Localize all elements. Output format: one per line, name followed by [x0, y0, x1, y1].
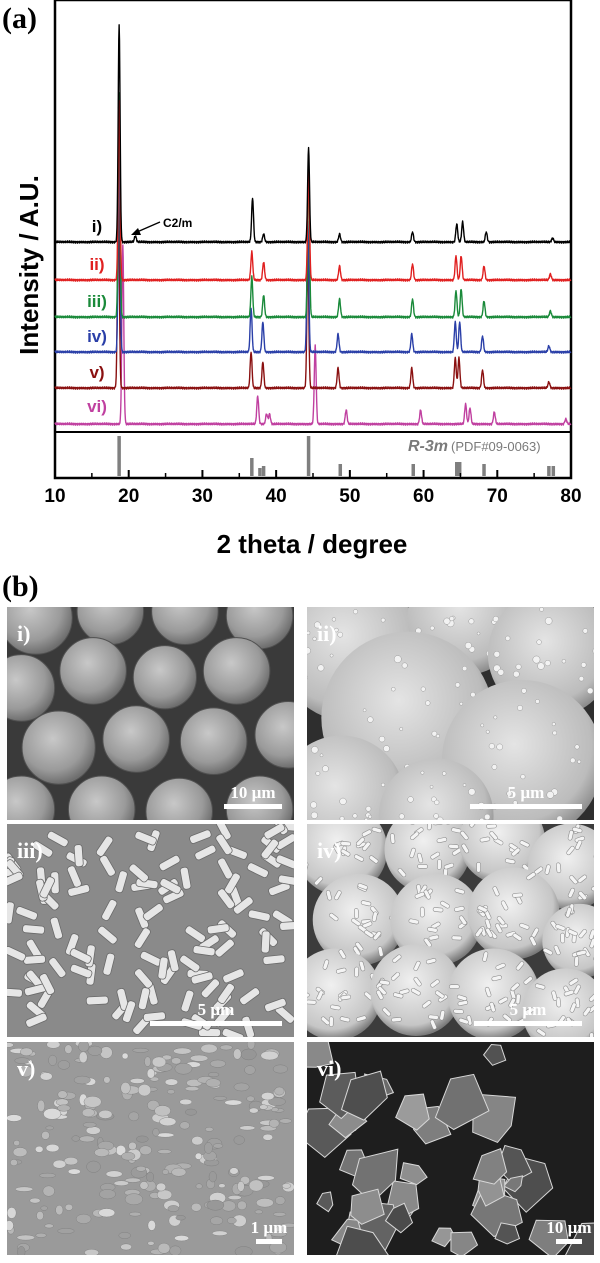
panel-a-label: (a) [2, 2, 37, 35]
x-tick-label-40: 40 [266, 486, 287, 507]
sem-label-5: v) [17, 1056, 35, 1081]
scale-bar-5 [256, 1239, 282, 1244]
series-label-4: iv) [87, 327, 107, 346]
sem-image-2: ii) 5 µm [307, 607, 594, 820]
x-tick-label-80: 80 [560, 486, 581, 507]
series-line-2 [54, 100, 572, 282]
series-group [54, 24, 572, 426]
scale-bar-label-3: 5 µm [198, 1000, 235, 1019]
series-label-3: iii) [87, 292, 107, 311]
scale-bar-3 [150, 1021, 282, 1026]
series-line-4 [54, 147, 572, 354]
c2m-arrow-head [131, 228, 141, 235]
x-tick-label-20: 20 [118, 486, 139, 507]
reference-pdf-label: (PDF#09-0063) [451, 439, 541, 454]
c2m-annotation: C2/m [163, 216, 192, 230]
series-line-5 [54, 191, 572, 390]
scale-bar-label-1: 10 µm [230, 783, 275, 802]
xrd-plot: 10 20 30 40 50 60 70 80 i)ii)iii)iv)v)vi) C2/m … [44, 0, 582, 507]
scale-bar-label-4: 5 µm [510, 1000, 547, 1019]
sem-image-4: iv) 5 µm [307, 824, 594, 1037]
sem-label-6: vi) [317, 1056, 341, 1081]
sem-label-3: iii) [17, 838, 43, 863]
sem-image-5: v) 1 µm [7, 1042, 294, 1255]
series-label-2: ii) [89, 255, 104, 274]
series-line-1 [54, 24, 572, 244]
series-labels: i) ii) iii) iv) v) vi) [87, 217, 107, 416]
scale-bar-label-2: 5 µm [508, 783, 545, 802]
x-tick-label-70: 70 [487, 486, 508, 507]
sem-label-2: ii) [317, 621, 337, 646]
scale-bar-label-5: 1 µm [251, 1218, 288, 1237]
x-tick-label-10: 10 [44, 486, 65, 507]
scale-bar-2 [470, 804, 582, 809]
series-line-6 [54, 244, 572, 426]
scale-bar-1 [224, 804, 282, 809]
panel-b-label: (b) [2, 570, 39, 603]
sem-label-1: i) [17, 621, 30, 646]
x-tick-label-30: 30 [192, 486, 213, 507]
sem-images: i) 10 µm ii) 5 µm iii) 5 µm iv) 5 µm v) 1 µm vi) 10… [7, 607, 594, 1255]
x-tick-label-50: 50 [339, 486, 360, 507]
reference-phase-label: R-3m [408, 438, 448, 455]
scale-bar-label-6: 10 µm [546, 1218, 591, 1237]
series-label-5: v) [89, 363, 104, 382]
x-axis-title: 2 theta / degree [217, 529, 408, 559]
sem-label-4: iv) [317, 838, 341, 863]
sem-image-6: vi) 10 µm [307, 1042, 594, 1255]
sem-image-3: iii) 5 µm [7, 824, 294, 1037]
series-label-1: i) [92, 217, 102, 236]
series-line-3 [54, 92, 572, 319]
scale-bar-4 [474, 1021, 582, 1026]
x-axis-ticks: 10 20 30 40 50 60 70 80 [44, 470, 582, 507]
series-label-6: vi) [87, 397, 107, 416]
sem-image-1: i) 10 µm [7, 607, 294, 820]
c2m-arrow-line [136, 221, 161, 233]
scale-bar-6 [556, 1239, 582, 1244]
x-tick-label-60: 60 [413, 486, 434, 507]
y-axis-title: Intensity / A.U. [14, 175, 44, 355]
